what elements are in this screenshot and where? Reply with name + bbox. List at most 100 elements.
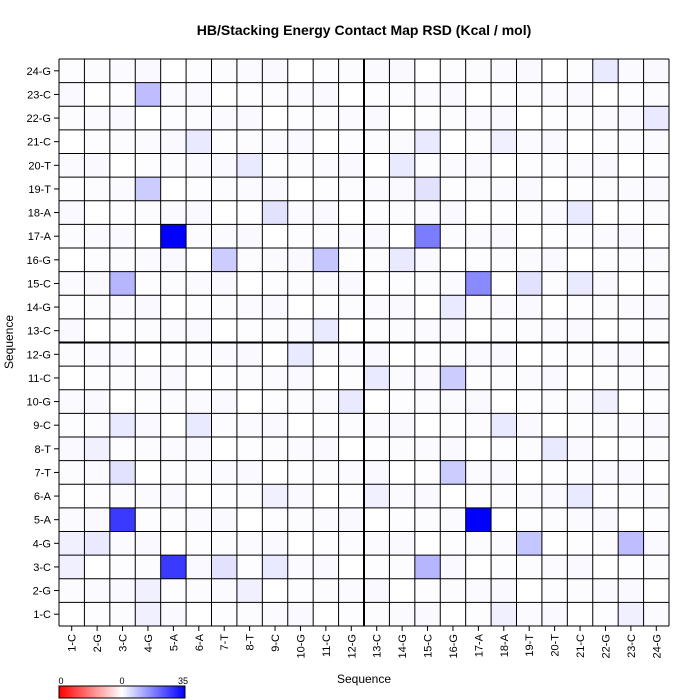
heatmap-cell-bg — [465, 602, 492, 626]
heatmap-cell-bg — [618, 106, 644, 130]
heatmap-cell — [389, 248, 415, 272]
heatmap-cell — [465, 271, 492, 296]
y-tick-label: 6-A — [34, 491, 52, 503]
heatmap-cell-bg — [160, 484, 187, 508]
y-tick-label: 4-G — [33, 538, 51, 550]
heatmap-cell-bg — [465, 295, 492, 319]
heatmap-cell-bg — [186, 82, 212, 107]
heatmap-cell-bg — [262, 295, 288, 319]
heatmap-cell-bg — [59, 200, 85, 225]
heatmap-cell-bg — [592, 578, 619, 603]
heatmap-cell-bg — [84, 602, 110, 626]
heatmap-cell-bg — [186, 342, 212, 367]
heatmap-cell-bg — [109, 437, 136, 461]
heatmap-cell-bg — [135, 555, 161, 579]
heatmap-cell-bg — [84, 177, 110, 201]
heatmap-cell-bg — [109, 389, 136, 414]
heatmap-cell-bg — [84, 129, 110, 154]
heatmap-cell-bg — [592, 342, 619, 367]
heatmap-cell-bg — [84, 248, 110, 272]
heatmap-cell — [516, 531, 542, 556]
heatmap-cell-bg — [84, 413, 110, 437]
heatmap-cell-bg — [287, 413, 314, 437]
heatmap-cell-bg — [516, 555, 542, 579]
heatmap-cell-bg — [338, 531, 364, 556]
heatmap-cell-bg — [643, 82, 669, 107]
x-tick-label: 18-A — [499, 633, 511, 657]
heatmap-cell-bg — [135, 437, 161, 461]
heatmap-cell-bg — [592, 484, 619, 508]
heatmap-cell-bg — [109, 177, 136, 201]
heatmap-cell-bg — [389, 460, 415, 485]
heatmap-cell-bg — [109, 200, 136, 225]
heatmap-cell-bg — [592, 295, 619, 319]
heatmap-cell-bg — [211, 366, 237, 390]
heatmap-cell-bg — [541, 389, 568, 414]
heatmap-cell-bg — [262, 531, 288, 556]
heatmap-cell-bg — [389, 82, 415, 107]
heatmap-cell-bg — [465, 342, 492, 367]
heatmap-cell-bg — [541, 82, 568, 107]
heatmap-cell-bg — [186, 200, 212, 225]
heatmap-cell-bg — [440, 507, 466, 532]
x-tick-label: 4-G — [143, 634, 155, 652]
heatmap-cell-bg — [84, 507, 110, 532]
heatmap-cell-bg — [643, 460, 669, 485]
heatmap-cell-bg — [465, 437, 492, 461]
heatmap-cell-bg — [186, 366, 212, 390]
x-tick-label: 21-C — [575, 634, 587, 658]
y-tick-label: 2-G — [33, 586, 51, 598]
heatmap-cell-bg — [135, 413, 161, 437]
heatmap-cell-bg — [313, 389, 339, 414]
heatmap-cell-bg — [211, 437, 237, 461]
heatmap-cell-bg — [262, 106, 288, 130]
heatmap-cell-bg — [491, 153, 517, 178]
heatmap-cell-bg — [186, 389, 212, 414]
heatmap-cell-bg — [84, 366, 110, 390]
heatmap-cell-bg — [313, 224, 339, 248]
heatmap-cell — [211, 248, 237, 272]
heatmap-cell — [186, 129, 212, 154]
heatmap-cell-bg — [211, 295, 237, 319]
heatmap-cell-bg — [465, 59, 492, 83]
heatmap-cell-bg — [109, 59, 136, 83]
heatmap-cell-bg — [211, 82, 237, 107]
heatmap-cell-bg — [491, 106, 517, 130]
heatmap-cell-bg — [440, 602, 466, 626]
heatmap-cell-bg — [541, 531, 568, 556]
heatmap-cell-bg — [465, 555, 492, 579]
heatmap-cell — [592, 389, 619, 414]
heatmap-cell-bg — [160, 248, 187, 272]
heatmap-cell-bg — [186, 555, 212, 579]
heatmap-cell — [465, 507, 492, 532]
heatmap-cell-bg — [541, 177, 568, 201]
heatmap-cell-bg — [592, 248, 619, 272]
heatmap-cell-bg — [109, 248, 136, 272]
heatmap-cell-bg — [135, 318, 161, 343]
heatmap-cell-bg — [211, 460, 237, 485]
heatmap-cell-bg — [465, 318, 492, 343]
heatmap-cell-bg — [465, 460, 492, 485]
heatmap-cell-bg — [541, 366, 568, 390]
x-tick-label: 9-C — [270, 634, 282, 652]
heatmap-cell-bg — [389, 507, 415, 532]
heatmap-cell-bg — [364, 59, 390, 83]
heatmap-cell-bg — [465, 224, 492, 248]
legend-bar-low — [59, 686, 122, 698]
heatmap-cell-bg — [186, 602, 212, 626]
heatmap-cell-bg — [186, 437, 212, 461]
heatmap-cell — [135, 602, 161, 626]
heatmap-cell-bg — [338, 578, 364, 603]
heatmap-cell-bg — [313, 82, 339, 107]
heatmap-cell-bg — [516, 437, 542, 461]
heatmap-cell-bg — [516, 200, 542, 225]
heatmap-cell-bg — [440, 437, 466, 461]
heatmap-cell-bg — [236, 602, 263, 626]
heatmap-cell-bg — [541, 342, 568, 367]
heatmap-cell-bg — [414, 413, 441, 437]
heatmap-cell-bg — [364, 129, 390, 154]
heatmap-cell-bg — [567, 129, 593, 154]
heatmap-cell-bg — [414, 59, 441, 83]
heatmap-cell-bg — [541, 224, 568, 248]
heatmap-cell-bg — [135, 507, 161, 532]
